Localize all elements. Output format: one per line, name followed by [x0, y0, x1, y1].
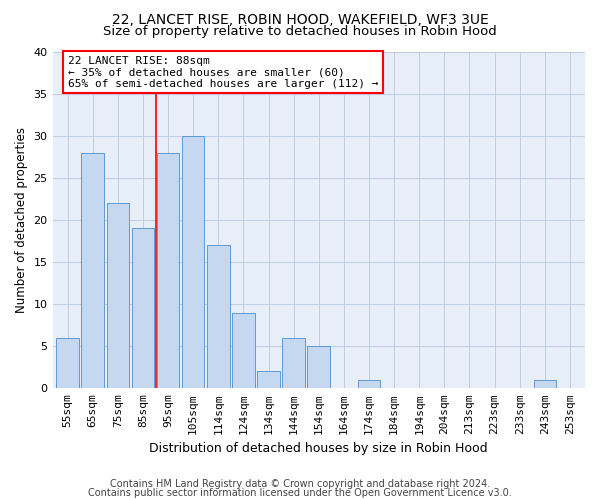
Text: Size of property relative to detached houses in Robin Hood: Size of property relative to detached ho… [103, 25, 497, 38]
Bar [533, 380, 556, 388]
Bar [283, 338, 305, 388]
Text: Contains public sector information licensed under the Open Government Licence v3: Contains public sector information licen… [88, 488, 512, 498]
Bar [358, 380, 380, 388]
Text: 22, LANCET RISE, ROBIN HOOD, WAKEFIELD, WF3 3UE: 22, LANCET RISE, ROBIN HOOD, WAKEFIELD, … [112, 12, 488, 26]
Bar [257, 372, 280, 388]
Text: 22 LANCET RISE: 88sqm
← 35% of detached houses are smaller (60)
65% of semi-deta: 22 LANCET RISE: 88sqm ← 35% of detached … [68, 56, 378, 89]
X-axis label: Distribution of detached houses by size in Robin Hood: Distribution of detached houses by size … [149, 442, 488, 455]
Bar [182, 136, 205, 388]
Text: Contains HM Land Registry data © Crown copyright and database right 2024.: Contains HM Land Registry data © Crown c… [110, 479, 490, 489]
Bar [82, 152, 104, 388]
Bar [232, 312, 255, 388]
Bar [56, 338, 79, 388]
Bar [157, 152, 179, 388]
Bar [131, 228, 154, 388]
Y-axis label: Number of detached properties: Number of detached properties [15, 127, 28, 313]
Bar [207, 245, 230, 388]
Bar [307, 346, 330, 389]
Bar [107, 203, 129, 388]
